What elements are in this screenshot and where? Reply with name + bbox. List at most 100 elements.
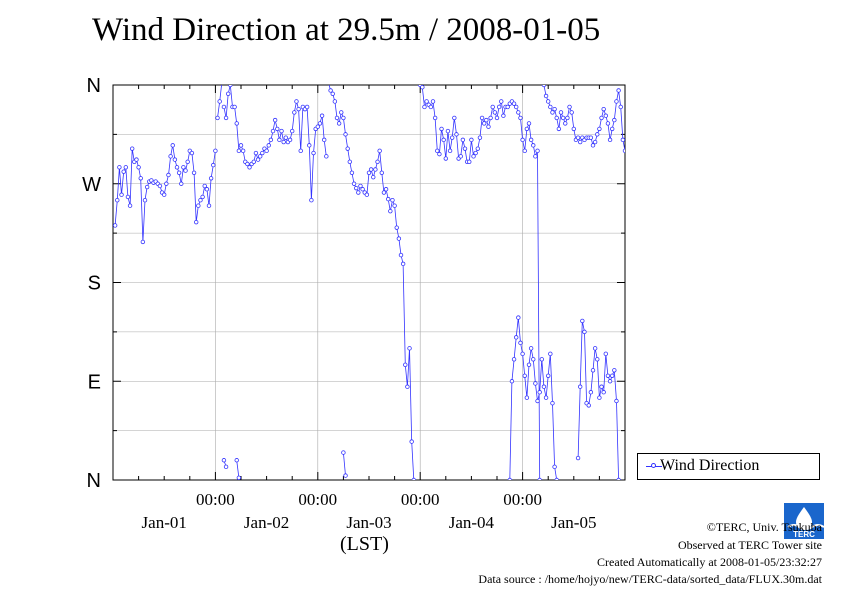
data-point (206, 203, 212, 208)
data-point (140, 239, 146, 245)
data-point (486, 124, 491, 129)
data-point (181, 165, 186, 170)
data-point (377, 148, 382, 154)
data-point (524, 126, 530, 132)
data-point (599, 384, 604, 389)
data-point (520, 351, 525, 357)
data-point (307, 143, 312, 148)
data-point (356, 190, 361, 195)
data-point (535, 398, 540, 404)
data-point (392, 203, 397, 208)
data-point (336, 121, 342, 126)
data-point (601, 390, 606, 395)
data-point (287, 137, 293, 143)
data-point (422, 104, 427, 110)
data-point (255, 157, 261, 162)
data-point (179, 181, 184, 186)
data-point (479, 115, 485, 121)
chart-title: Wind Direction at 29.5m / 2008-01-05 (92, 12, 601, 48)
data-point (324, 154, 329, 159)
data-point (279, 128, 284, 134)
series-line (236, 460, 240, 478)
credit-source: Data source : /home/hojyo/new/TERC-data/… (478, 572, 822, 586)
data-point (172, 157, 178, 162)
data-point (420, 85, 425, 90)
data-point (292, 110, 297, 115)
chart-series (113, 85, 625, 480)
data-point (200, 194, 205, 200)
data-point (236, 475, 242, 480)
data-point (129, 146, 135, 151)
data-point (375, 159, 380, 165)
data-point (467, 159, 472, 165)
data-point (554, 115, 559, 121)
data-point (612, 368, 617, 373)
data-point (315, 124, 320, 129)
data-point (407, 346, 412, 351)
series-line (223, 85, 327, 201)
data-point (311, 150, 316, 156)
data-point (516, 315, 521, 320)
data-point (552, 106, 557, 112)
data-point (528, 346, 534, 351)
data-point (524, 395, 530, 400)
data-point (341, 115, 346, 121)
data-point (113, 223, 118, 228)
data-point (334, 115, 340, 121)
data-point (601, 106, 606, 112)
data-point (441, 137, 446, 143)
data-point (115, 198, 120, 203)
data-point (535, 148, 540, 154)
data-point (526, 362, 532, 367)
data-point (225, 91, 231, 96)
data-point (548, 104, 553, 110)
data-point (196, 203, 201, 208)
data-point (221, 104, 227, 110)
data-point (428, 104, 434, 110)
data-point (592, 346, 598, 351)
data-point (597, 395, 602, 400)
data-point (240, 148, 246, 154)
data-point (247, 165, 252, 170)
data-point (264, 148, 269, 154)
data-point (543, 93, 549, 99)
data-point (343, 473, 348, 478)
data-point (358, 183, 363, 189)
y-tick-label: N (87, 75, 101, 97)
data-point (217, 99, 222, 104)
data-point (575, 135, 581, 140)
data-point (117, 165, 122, 170)
data-point (328, 88, 333, 93)
series-line (509, 317, 558, 480)
data-point (245, 161, 250, 167)
data-point (221, 458, 227, 463)
data-point (405, 384, 410, 389)
data-point (183, 168, 188, 173)
data-point (403, 362, 408, 367)
data-point (390, 198, 395, 203)
data-point (622, 148, 625, 154)
data-point (213, 148, 218, 154)
data-point (339, 110, 344, 115)
data-point (360, 187, 365, 192)
data-point (610, 373, 615, 378)
x-date-label: Jan-04 (449, 513, 495, 532)
data-point (388, 208, 393, 214)
data-point (424, 99, 429, 104)
data-point (258, 154, 263, 159)
data-point (597, 126, 602, 132)
data-point (161, 192, 167, 197)
y-tick-label: W (82, 174, 101, 196)
data-point (164, 181, 169, 186)
data-point (347, 159, 352, 165)
legend-label: Wind Direction (660, 457, 760, 474)
series-line (577, 320, 619, 480)
data-point (437, 151, 442, 157)
data-point (328, 85, 329, 86)
data-point (531, 357, 536, 362)
data-point (526, 121, 532, 126)
data-point (304, 104, 310, 110)
data-point (319, 113, 325, 118)
data-point (511, 357, 517, 362)
data-point (450, 135, 455, 140)
